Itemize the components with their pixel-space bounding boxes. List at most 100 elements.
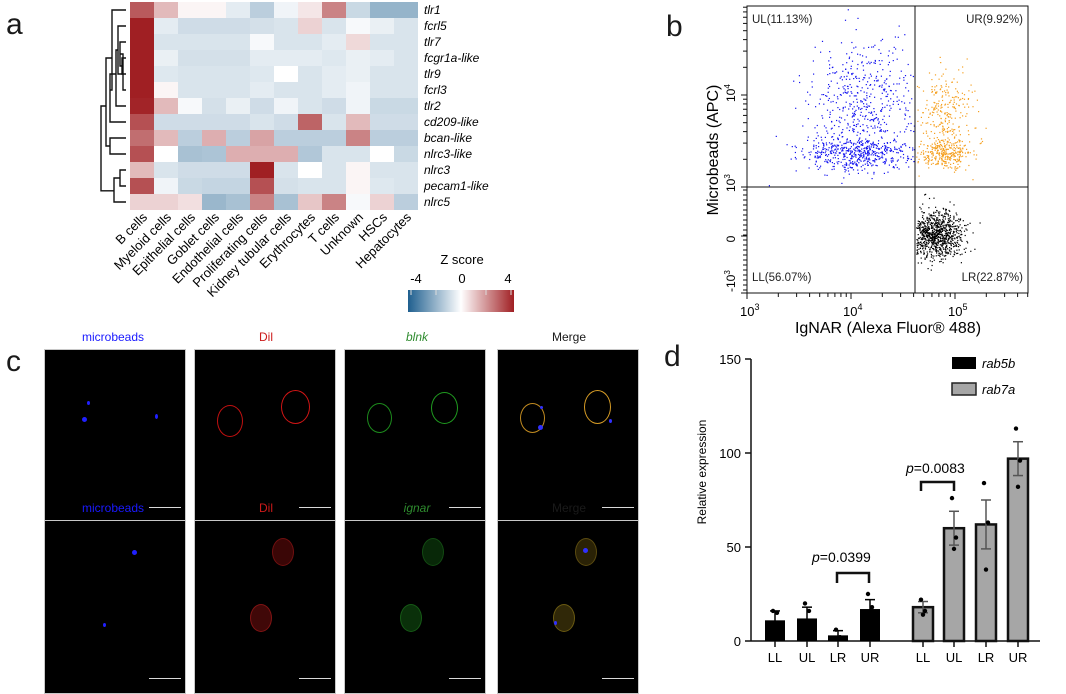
event-dot xyxy=(963,145,966,147)
event-dot xyxy=(941,251,943,253)
bar-rab5b-LL xyxy=(765,620,785,641)
event-dot xyxy=(941,106,943,108)
plot-frame xyxy=(746,5,1029,294)
event-dot xyxy=(950,157,952,160)
event-dot xyxy=(959,229,962,231)
event-dot xyxy=(847,91,849,93)
event-dot xyxy=(953,97,955,99)
event-dot xyxy=(827,99,829,101)
event-dot xyxy=(945,225,947,227)
event-dot xyxy=(859,154,861,156)
event-dot xyxy=(926,147,928,150)
event-dot xyxy=(839,152,841,154)
event-dot xyxy=(911,98,913,100)
heatmap-cell xyxy=(298,18,322,34)
event-dot xyxy=(838,126,840,128)
event-dot xyxy=(853,142,855,144)
event-dot xyxy=(962,72,964,74)
event-dot xyxy=(956,158,958,160)
event-dot xyxy=(886,142,889,144)
significance-annotation-2: p=0.0083 xyxy=(905,460,965,491)
event-dot xyxy=(932,215,934,217)
event-dot xyxy=(941,96,943,98)
event-dot xyxy=(799,81,801,84)
event-dot xyxy=(870,102,872,104)
event-dot xyxy=(861,107,863,110)
event-dot xyxy=(948,113,950,115)
event-dot xyxy=(941,230,943,232)
event-dot xyxy=(865,108,867,111)
event-dot xyxy=(950,243,952,245)
event-dot xyxy=(832,150,834,152)
event-dot xyxy=(944,162,946,164)
event-dot xyxy=(924,225,926,227)
event-dot xyxy=(964,152,966,154)
event-dot xyxy=(929,260,931,262)
heatmap-cell xyxy=(370,2,394,18)
event-dot xyxy=(924,223,926,225)
event-dot xyxy=(945,117,947,119)
event-dot xyxy=(853,115,855,117)
event-dot xyxy=(867,142,869,144)
event-dot xyxy=(924,220,926,222)
event-dot xyxy=(942,230,944,232)
event-dot xyxy=(939,252,941,254)
event-dot xyxy=(919,230,921,232)
event-dot xyxy=(814,46,816,48)
event-dot xyxy=(962,115,964,117)
event-dot xyxy=(836,96,839,98)
bead xyxy=(540,406,543,409)
event-dot xyxy=(949,166,951,168)
cell-membrane xyxy=(281,390,310,424)
event-dot xyxy=(859,156,861,158)
event-dot xyxy=(916,227,918,229)
event-dot xyxy=(941,164,943,166)
event-dot xyxy=(938,219,940,221)
event-dot xyxy=(923,222,925,224)
event-dot xyxy=(940,231,942,233)
heatmap-cell xyxy=(130,66,154,82)
event-dot xyxy=(945,238,948,240)
event-dot xyxy=(943,160,945,163)
event-dot xyxy=(862,124,864,126)
event-dot xyxy=(932,222,934,224)
event-dot xyxy=(875,153,877,155)
event-dot xyxy=(853,112,856,114)
event-dot xyxy=(937,149,939,151)
event-dot xyxy=(949,210,951,212)
event-dot xyxy=(862,115,864,117)
event-dot xyxy=(947,253,949,255)
event-dot xyxy=(922,215,924,217)
event-dot xyxy=(844,142,846,144)
event-dot xyxy=(836,161,838,163)
event-dot xyxy=(923,212,925,214)
event-dot xyxy=(940,260,942,262)
event-dot xyxy=(932,121,934,123)
event-dot xyxy=(946,235,948,237)
event-dot xyxy=(896,166,898,169)
event-dot xyxy=(830,143,832,145)
event-dot xyxy=(944,144,946,146)
cell-membrane xyxy=(431,392,458,424)
data-point xyxy=(985,520,991,525)
event-dot xyxy=(935,206,937,208)
event-dot xyxy=(893,167,895,169)
event-dot xyxy=(824,160,826,163)
event-dot xyxy=(941,153,943,155)
event-dot xyxy=(952,103,954,105)
event-dot xyxy=(952,235,954,237)
event-dot xyxy=(886,146,888,149)
event-dot xyxy=(956,168,958,170)
event-dot xyxy=(978,111,980,113)
event-dot xyxy=(866,160,869,162)
legend-swatch-rab5b xyxy=(952,357,976,369)
event-dot xyxy=(945,232,947,234)
event-dot xyxy=(940,221,942,223)
heatmap-cell xyxy=(202,194,226,210)
event-dot xyxy=(942,228,944,230)
event-dot xyxy=(920,208,922,210)
event-dot xyxy=(945,234,948,237)
event-dot xyxy=(942,122,944,124)
event-dot xyxy=(917,225,919,227)
event-dot xyxy=(851,116,853,118)
